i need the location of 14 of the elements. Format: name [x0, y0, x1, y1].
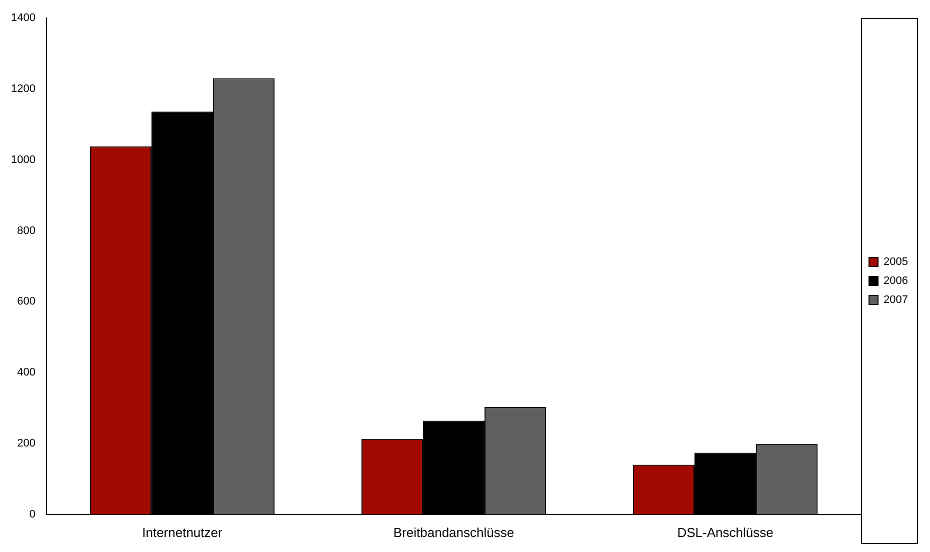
y-tick-label: 200: [17, 438, 36, 450]
y-tick-label: 0: [29, 508, 36, 520]
legend-label: 2007: [884, 294, 908, 306]
y-tick-label: 600: [17, 296, 36, 308]
y-tick-label: 1000: [10, 154, 36, 166]
legend-label: 2005: [884, 256, 908, 268]
y-tick-label: 1400: [10, 12, 36, 24]
y-tick-label: 1200: [10, 82, 36, 95]
x-tick-label: Internetnutzer: [142, 524, 224, 540]
y-tick-label: 800: [17, 224, 36, 237]
legend-label: 2006: [884, 275, 908, 288]
x-tick-label: Breitbandanschlüsse: [393, 524, 514, 540]
y-tick-label: 400: [17, 366, 36, 379]
x-tick-label: DSL-Anschlüsse: [677, 524, 774, 540]
